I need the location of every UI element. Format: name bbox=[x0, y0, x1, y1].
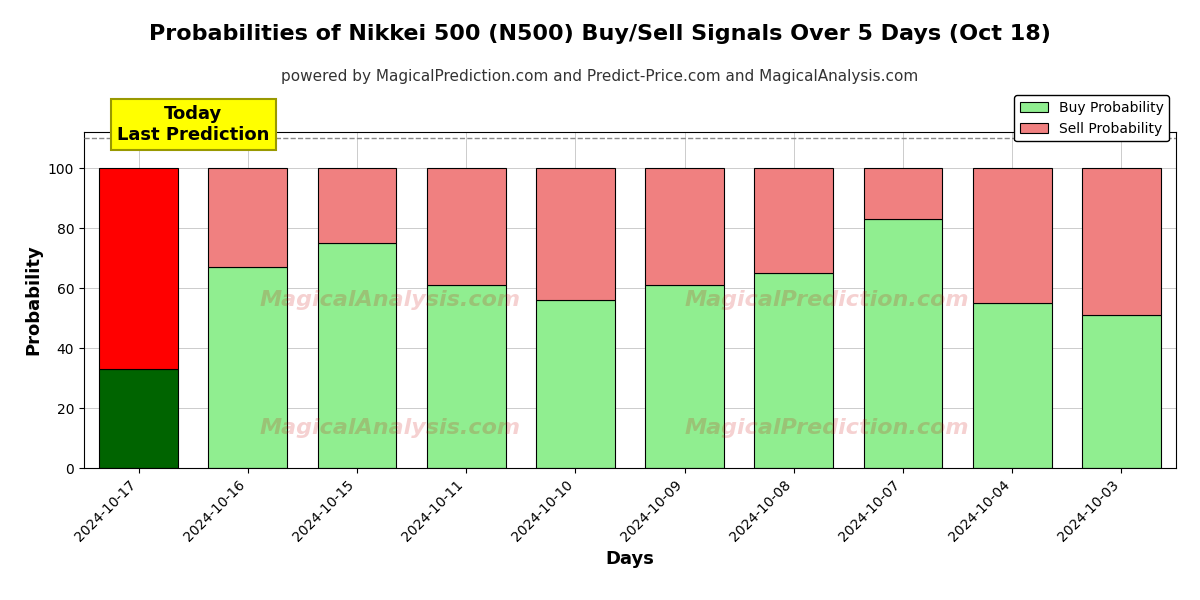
Bar bbox=[973, 303, 1051, 468]
Bar bbox=[318, 168, 396, 243]
Text: powered by MagicalPrediction.com and Predict-Price.com and MagicalAnalysis.com: powered by MagicalPrediction.com and Pre… bbox=[281, 69, 919, 84]
X-axis label: Days: Days bbox=[606, 550, 654, 568]
Bar bbox=[427, 285, 505, 468]
Bar bbox=[755, 273, 833, 468]
Y-axis label: Probability: Probability bbox=[24, 245, 42, 355]
Bar bbox=[864, 168, 942, 219]
Bar bbox=[209, 267, 287, 468]
Text: Today
Last Prediction: Today Last Prediction bbox=[118, 105, 269, 144]
Bar bbox=[536, 300, 614, 468]
Bar bbox=[318, 243, 396, 468]
Bar bbox=[209, 168, 287, 267]
Bar bbox=[100, 369, 178, 468]
Bar bbox=[427, 168, 505, 285]
Bar bbox=[646, 168, 724, 285]
Text: MagicalPrediction.com: MagicalPrediction.com bbox=[684, 418, 968, 437]
Bar bbox=[864, 219, 942, 468]
Text: MagicalAnalysis.com: MagicalAnalysis.com bbox=[259, 418, 521, 437]
Bar bbox=[1082, 315, 1160, 468]
Text: MagicalPrediction.com: MagicalPrediction.com bbox=[684, 290, 968, 310]
Bar bbox=[755, 168, 833, 273]
Legend: Buy Probability, Sell Probability: Buy Probability, Sell Probability bbox=[1014, 95, 1169, 142]
Bar bbox=[1082, 168, 1160, 315]
Bar bbox=[536, 168, 614, 300]
Text: MagicalAnalysis.com: MagicalAnalysis.com bbox=[259, 290, 521, 310]
Bar bbox=[100, 168, 178, 369]
Text: Probabilities of Nikkei 500 (N500) Buy/Sell Signals Over 5 Days (Oct 18): Probabilities of Nikkei 500 (N500) Buy/S… bbox=[149, 24, 1051, 44]
Bar bbox=[973, 168, 1051, 303]
Bar bbox=[646, 285, 724, 468]
